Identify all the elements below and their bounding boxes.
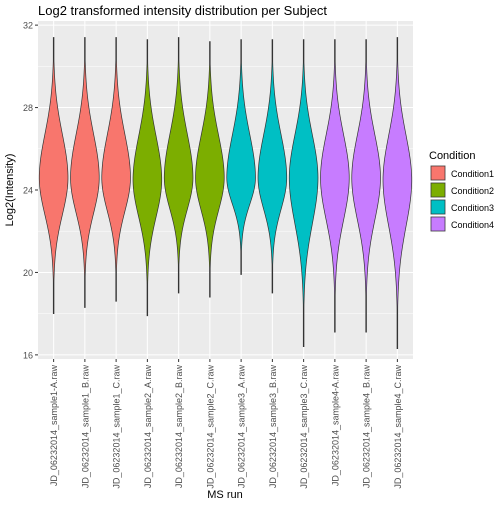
y-tick-label: 20 [23,268,33,278]
violin-2 [70,37,100,308]
legend-swatch [430,182,446,198]
violin-8 [257,39,288,294]
legend-label: Condition1 [451,169,494,179]
x-tick-label: JD_06232014_sample2_C.raw [205,365,215,489]
x-tick-label: JD_06232014_sample4-A.raw [330,365,340,487]
x-tick-label: JD_06232014_sample1_B.raw [80,365,90,489]
legend-swatch [430,199,446,215]
chart-title: Log2 transformed intensity distribution … [38,3,327,18]
legend-title: Condition [429,150,475,162]
x-tick-label: JD_06232014_sample1-A.raw [49,365,59,487]
x-tick-label: JD_06232014_sample4_C.raw [393,365,403,489]
violin-11 [351,39,381,333]
legend-label: Condition2 [451,186,494,196]
violin-1 [38,37,69,315]
violin-4 [132,39,163,317]
x-tick-label: JD_06232014_sample1_C.raw [112,365,122,489]
y-tick-label: 32 [23,21,33,31]
legend-swatch [430,216,446,232]
x-tick-label: JD_06232014_sample2_A.raw [143,365,153,489]
y-tick-label: 28 [23,103,33,113]
y-axis-title: Log2(Intensity) [4,154,16,227]
x-tick-label: JD_06232014_sample3_B.raw [268,365,278,489]
y-tick-label: 24 [23,186,33,196]
y-tick-label: 16 [23,350,33,360]
legend-swatch [430,165,446,181]
legend-label: Condition4 [451,220,494,230]
violin-9 [288,39,319,347]
violin-12 [382,37,413,350]
violin-5 [163,37,194,294]
legend-label: Condition3 [451,203,494,213]
violin-3 [101,37,131,302]
violin-7 [226,39,256,275]
x-tick-label: JD_06232014_sample2_B.raw [174,365,184,489]
x-tick-label: JD_06232014_sample3_A.raw [237,365,247,489]
legend: Condition Condition1 Condition2 Condition3… [429,150,494,232]
violins [38,37,413,350]
x-tick-label: JD_06232014_sample3_C.raw [299,365,309,489]
y-axis: 16 20 24 28 32 [23,21,38,360]
violin-10 [320,39,350,333]
x-tick-label: JD_06232014_sample4_B.raw [362,365,372,489]
x-axis-title: MS run [207,489,242,501]
x-axis: JD_06232014_sample1-A.raw JD_06232014_sam… [49,359,403,489]
violin-6 [195,41,225,298]
